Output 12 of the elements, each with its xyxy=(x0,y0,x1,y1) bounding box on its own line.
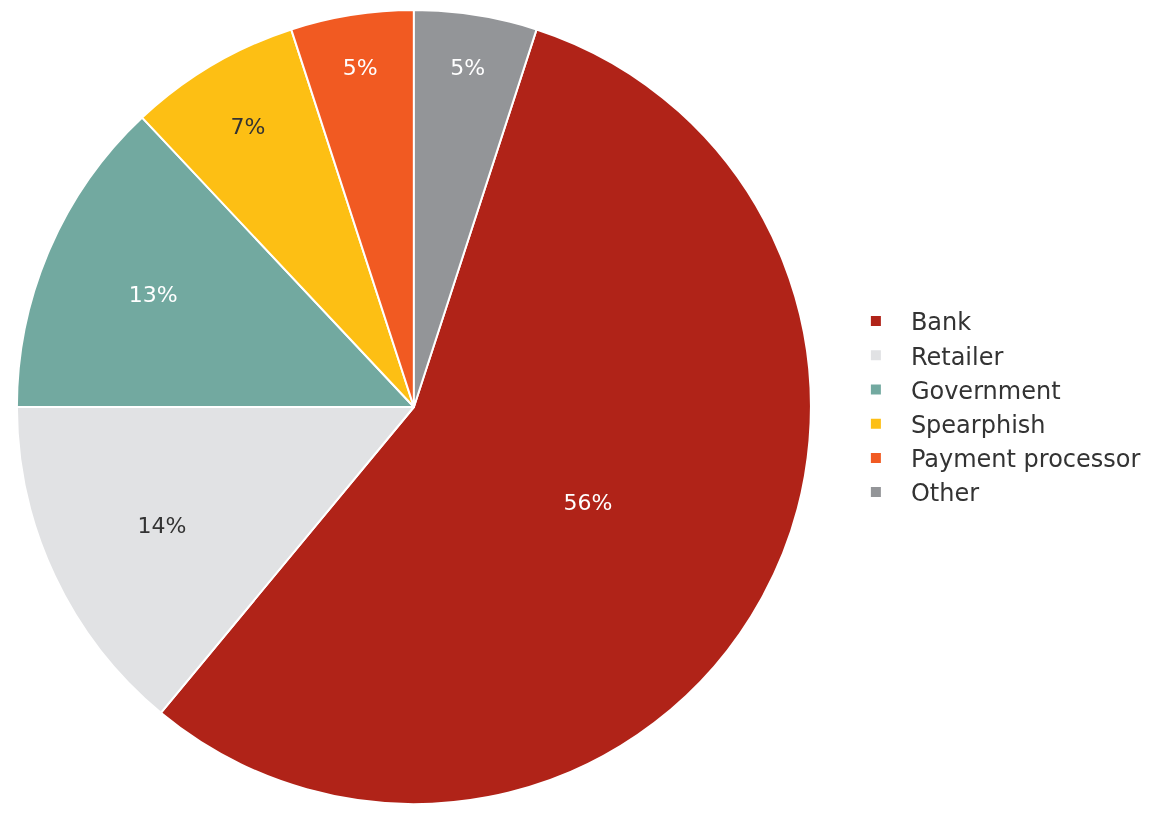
data-label: 56% xyxy=(563,490,613,516)
legend-label: Spearphish xyxy=(910,411,1046,440)
legend-label: Retailer xyxy=(910,342,1004,371)
data-label: 13% xyxy=(128,281,178,307)
data-label: 14% xyxy=(137,513,187,539)
legend-label: Bank xyxy=(910,308,972,337)
legend-label: Payment processor xyxy=(910,445,1141,474)
data-label: 7% xyxy=(230,113,266,139)
data-label: 5% xyxy=(450,55,486,81)
data-label: 5% xyxy=(342,55,378,81)
legend-label: Government xyxy=(910,376,1061,405)
legend-label: Other xyxy=(910,479,980,508)
